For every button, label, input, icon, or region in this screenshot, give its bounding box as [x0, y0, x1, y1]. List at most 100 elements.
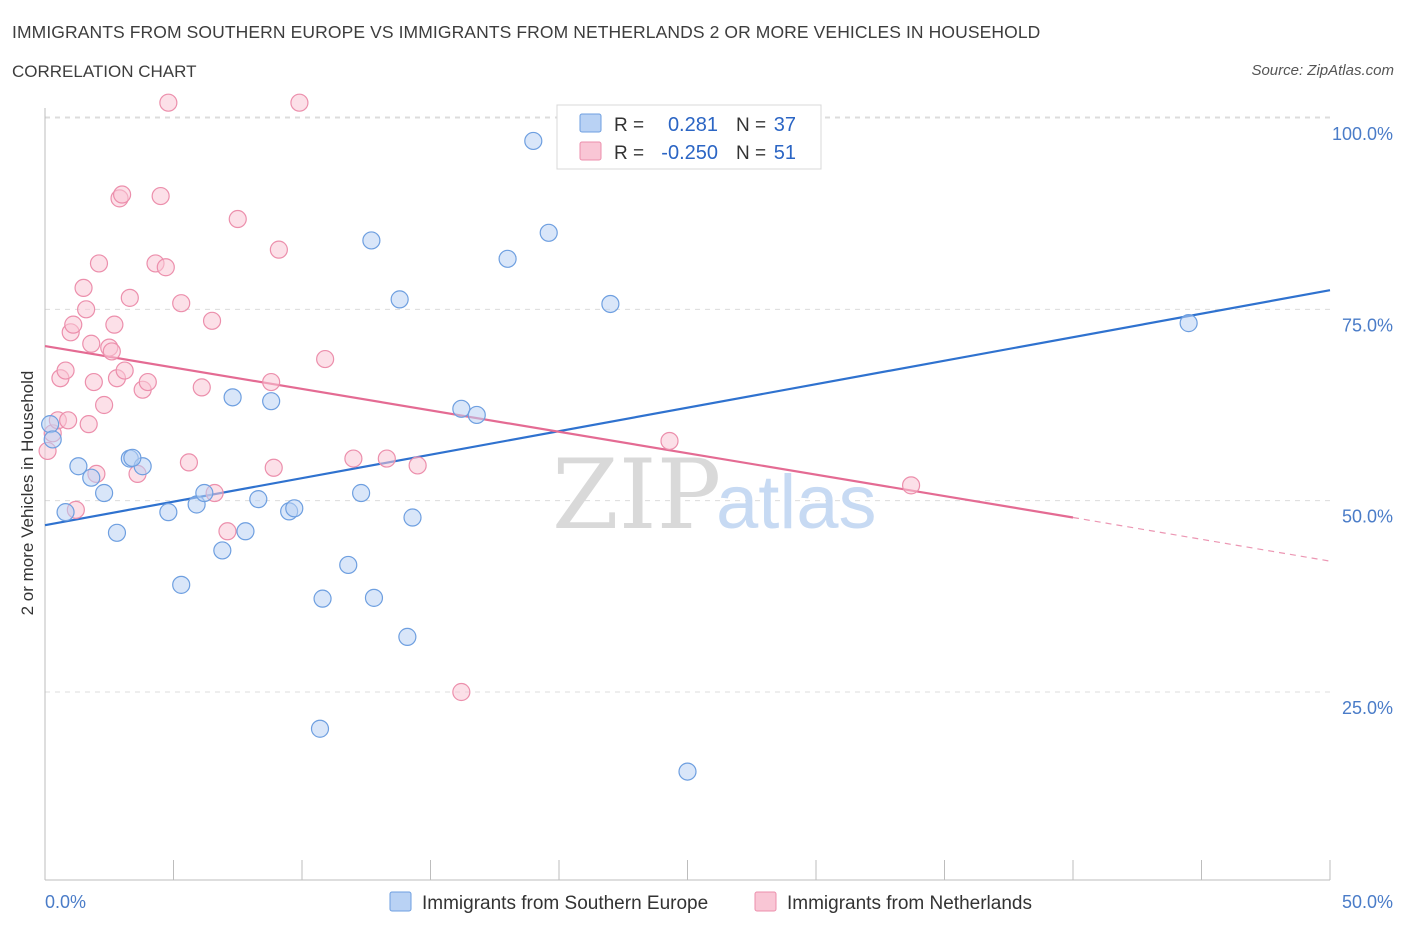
southern-europe-point-23 — [339, 555, 358, 575]
netherlands-point-48 — [660, 431, 679, 451]
netherlands-point-4 — [56, 361, 75, 380]
southern-europe-point-4 — [82, 468, 101, 487]
chart-title: IMMIGRANTS FROM SOUTHERN EUROPE VS IMMIG… — [12, 22, 1041, 42]
southern-europe-point-27 — [390, 290, 409, 309]
netherlands-point-19 — [105, 315, 124, 334]
y-axis-title: 2 or more Vehicles in Household — [18, 371, 37, 616]
netherlands-point-16 — [95, 395, 114, 415]
netherlands-point-47 — [452, 682, 471, 702]
y-tick-label-2: 75.0% — [1342, 315, 1393, 335]
x-tick-labels: 0.0% 50.0% — [45, 892, 1393, 912]
netherlands-point-44 — [344, 449, 363, 468]
legend-r-label-pink: R = — [614, 143, 644, 164]
southern-europe-point-31 — [467, 405, 486, 425]
x-tick-label-1: 50.0% — [1342, 892, 1393, 912]
netherlands-point-45 — [377, 449, 396, 468]
netherlands-point-10 — [77, 300, 96, 319]
netherlands-point-35 — [202, 311, 222, 330]
netherlands-point-18 — [102, 342, 121, 361]
y-tick-label-0: 25.0% — [1342, 698, 1393, 718]
southern-europe-point-10 — [159, 503, 178, 522]
southern-europe-point-3 — [69, 457, 88, 476]
southern-europe-point-36 — [678, 762, 697, 781]
southern-europe-point-30 — [452, 399, 471, 418]
series-netherlands-points — [38, 93, 921, 702]
netherlands-point-41 — [269, 240, 288, 259]
netherlands-point-9 — [74, 278, 93, 298]
southern-europe-point-16 — [236, 522, 255, 541]
netherlands-point-43 — [316, 349, 335, 369]
legend-n-label-blue: N = — [736, 115, 766, 136]
netherlands-point-39 — [262, 372, 281, 392]
legend-n-value-blue: 37 — [774, 114, 796, 136]
southern-europe-point-35 — [601, 294, 620, 314]
series-southern-europe-points — [41, 131, 1198, 781]
southern-europe-point-9 — [123, 448, 142, 467]
legend-r-label-blue: R = — [614, 115, 644, 136]
netherlands-point-49 — [901, 476, 921, 495]
netherlands-point-34 — [192, 378, 211, 397]
bottom-legend-swatch-blue — [389, 891, 412, 912]
legend-swatch-blue — [579, 113, 602, 133]
southern-europe-point-17 — [249, 490, 268, 509]
southern-europe-point-21 — [310, 719, 330, 738]
chart-subtitle: CORRELATION CHART — [12, 62, 197, 81]
watermark-atlas: atlas — [716, 460, 877, 545]
trend-line-netherlands — [44, 344, 1074, 519]
southern-europe-point-20 — [285, 499, 304, 518]
legend-r-value-pink: -0.250 — [661, 142, 718, 164]
netherlands-point-46 — [408, 456, 427, 475]
legend-r-value-blue: 0.281 — [668, 114, 718, 136]
netherlands-point-32 — [172, 294, 191, 313]
bottom-legend-swatch-pink — [754, 891, 777, 912]
bottom-legend-label-blue: Immigrants from Southern Europe — [422, 893, 708, 914]
netherlands-point-22 — [112, 185, 132, 204]
legend-swatch-pink — [579, 141, 602, 161]
netherlands-point-24 — [120, 288, 139, 307]
y-tick-labels: 25.0% 50.0% 75.0% 100.0% — [1332, 124, 1393, 718]
netherlands-point-40 — [264, 458, 283, 477]
southern-europe-point-11 — [172, 575, 191, 594]
series-legend: Immigrants from Southern Europe Immigran… — [389, 891, 1032, 914]
netherlands-point-42 — [290, 93, 309, 112]
netherlands-point-5 — [59, 411, 78, 430]
trend-lines — [44, 289, 1331, 562]
watermark-zip: ZIP — [552, 439, 721, 551]
netherlands-point-33 — [179, 453, 199, 472]
x-tick-label-0: 0.0% — [45, 892, 86, 912]
netherlands-point-12 — [82, 334, 101, 353]
southern-europe-point-14 — [213, 541, 232, 560]
netherlands-point-7 — [64, 315, 83, 334]
y-tick-label-1: 50.0% — [1342, 507, 1393, 527]
netherlands-point-27 — [138, 372, 157, 392]
netherlands-point-29 — [151, 186, 170, 206]
southern-europe-point-13 — [195, 483, 214, 503]
southern-europe-point-26 — [364, 588, 384, 607]
southern-europe-point-18 — [262, 392, 281, 411]
southern-europe-point-28 — [403, 508, 422, 527]
netherlands-point-23 — [115, 361, 134, 380]
trend-line-netherlands-extension — [1072, 516, 1331, 562]
southern-europe-point-29 — [398, 627, 417, 646]
bottom-legend-label-pink: Immigrants from Netherlands — [787, 893, 1032, 914]
legend-n-label-pink: N = — [736, 143, 766, 164]
correlation-legend: R = 0.281 N = 37 R = -0.250 N = 51 — [556, 104, 822, 170]
southern-europe-point-33 — [524, 131, 543, 151]
y-tick-label-3: 100.0% — [1332, 124, 1393, 144]
netherlands-point-37 — [218, 522, 237, 541]
netherlands-point-38 — [228, 209, 247, 229]
netherlands-point-31 — [159, 93, 178, 112]
southern-europe-point-34 — [539, 223, 558, 242]
southern-europe-point-15 — [223, 388, 242, 407]
southern-europe-point-24 — [352, 483, 371, 503]
southern-europe-point-22 — [313, 589, 332, 608]
southern-europe-point-2 — [56, 503, 75, 522]
southern-europe-point-0 — [41, 415, 60, 434]
southern-europe-point-6 — [107, 523, 127, 542]
southern-europe-point-1 — [43, 430, 62, 449]
source-credit: Source: ZipAtlas.com — [1251, 62, 1394, 79]
netherlands-point-11 — [79, 415, 98, 434]
legend-n-value-pink: 51 — [774, 142, 796, 164]
axes — [44, 108, 1331, 881]
